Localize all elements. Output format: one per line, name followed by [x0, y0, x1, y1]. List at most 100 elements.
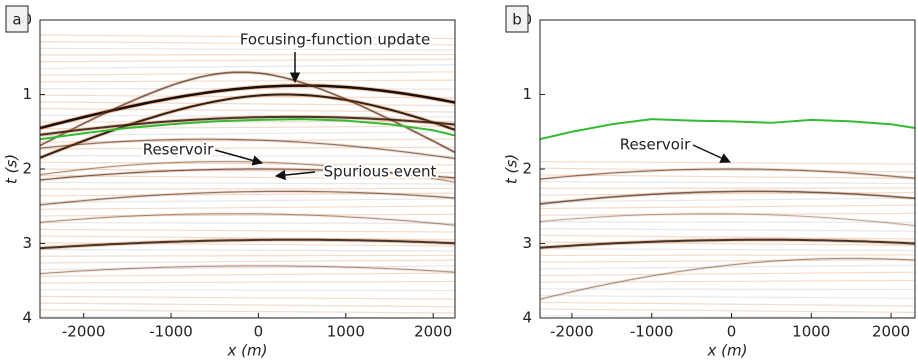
- texture: [40, 120, 455, 123]
- reflection: [540, 190, 915, 205]
- line: [40, 118, 455, 141]
- texture: [40, 254, 455, 257]
- texture: [540, 301, 915, 307]
- texture: [540, 315, 915, 318]
- texture: [40, 138, 455, 143]
- texture: [540, 308, 915, 314]
- reflection: [540, 168, 915, 180]
- texture: [40, 235, 455, 241]
- texture: [40, 280, 455, 284]
- y-tick-label: 4: [22, 309, 32, 327]
- texture: [40, 198, 455, 204]
- texture: [540, 204, 915, 210]
- reflection: [40, 168, 455, 181]
- annotation-arrow: [274, 169, 316, 181]
- texture: [40, 242, 455, 247]
- x-axis-label: x (m): [227, 342, 268, 360]
- texture: [40, 187, 455, 190]
- annotation: Focusing-function update: [240, 31, 430, 49]
- texture: [40, 228, 455, 233]
- texture: [40, 175, 455, 180]
- texture: [40, 168, 455, 174]
- line: [540, 118, 915, 141]
- reflection: [40, 213, 455, 226]
- annotation: Reservoir: [143, 141, 214, 159]
- x-tick-label: 1000: [327, 323, 365, 341]
- annotation-arrow: [214, 149, 264, 166]
- texture: [40, 125, 455, 130]
- x-tick-label: -2000: [62, 323, 106, 341]
- y-tick-label: 1: [522, 85, 532, 103]
- y-tick-label: 3: [22, 234, 32, 252]
- panel-label: b: [512, 11, 522, 29]
- y-axis-label: t (s): [3, 154, 21, 184]
- reflection: [40, 265, 455, 275]
- x-axis-label: x (m): [707, 342, 748, 360]
- texture: [540, 264, 915, 270]
- annotation: Reservoir: [620, 136, 691, 154]
- texture: [540, 167, 915, 173]
- panel-label: a: [12, 11, 21, 29]
- x-tick-label: 0: [254, 323, 264, 341]
- texture: [540, 228, 915, 232]
- texture: [40, 53, 455, 56]
- reflection-halo: [40, 189, 455, 207]
- texture: [40, 302, 455, 308]
- texture: [40, 101, 455, 107]
- texture: [40, 161, 455, 166]
- y-axis-label: t (s): [503, 154, 521, 184]
- reflection: [40, 161, 455, 183]
- texture: [40, 41, 455, 46]
- texture: [40, 181, 455, 185]
- texture: [40, 295, 455, 300]
- y-tick-label: 4: [522, 309, 532, 327]
- texture: [40, 79, 455, 83]
- texture: [40, 309, 455, 314]
- texture: [40, 47, 455, 51]
- reflection: [40, 238, 455, 250]
- x-tick-label: 0: [727, 323, 737, 341]
- texture: [540, 271, 915, 277]
- reflection: [540, 238, 915, 249]
- texture: [40, 154, 455, 157]
- x-tick-label: -1000: [149, 323, 193, 341]
- texture: [540, 234, 915, 240]
- texture: [540, 174, 915, 179]
- texture: [540, 191, 915, 196]
- texture: [540, 160, 915, 165]
- texture: [540, 212, 915, 216]
- reflection: [40, 115, 455, 136]
- y-tick-label: 2: [522, 160, 532, 178]
- texture: [40, 131, 455, 137]
- reflection: [540, 213, 915, 227]
- x-tick-label: 1000: [792, 323, 830, 341]
- texture: [540, 181, 915, 185]
- texture: [540, 197, 915, 203]
- y-tick-label: 3: [522, 234, 532, 252]
- reflection: [540, 257, 915, 300]
- texture: [40, 272, 455, 277]
- texture: [540, 241, 915, 246]
- annotation: Spurious event: [324, 163, 437, 181]
- x-tick-label: 2000: [414, 323, 452, 341]
- plot-area: [540, 118, 915, 318]
- panel-label-box: [5, 5, 29, 33]
- x-tick-label: -2000: [550, 323, 594, 341]
- texture: [540, 295, 915, 299]
- panel-label-box: [505, 5, 529, 33]
- x-tick-label: 2000: [872, 323, 910, 341]
- texture: [540, 279, 915, 283]
- texture: [40, 248, 455, 252]
- texture: [40, 34, 455, 40]
- plot-area: [40, 34, 455, 318]
- texture: [40, 213, 455, 217]
- x-tick-label: -1000: [630, 323, 674, 341]
- texture: [40, 265, 455, 271]
- annotation-arrow: [692, 144, 731, 163]
- texture: [40, 205, 455, 210]
- reflection-halo: [540, 256, 915, 301]
- reflection: [40, 190, 455, 206]
- y-tick-label: 1: [22, 85, 32, 103]
- texture: [40, 108, 455, 113]
- texture: [540, 288, 915, 291]
